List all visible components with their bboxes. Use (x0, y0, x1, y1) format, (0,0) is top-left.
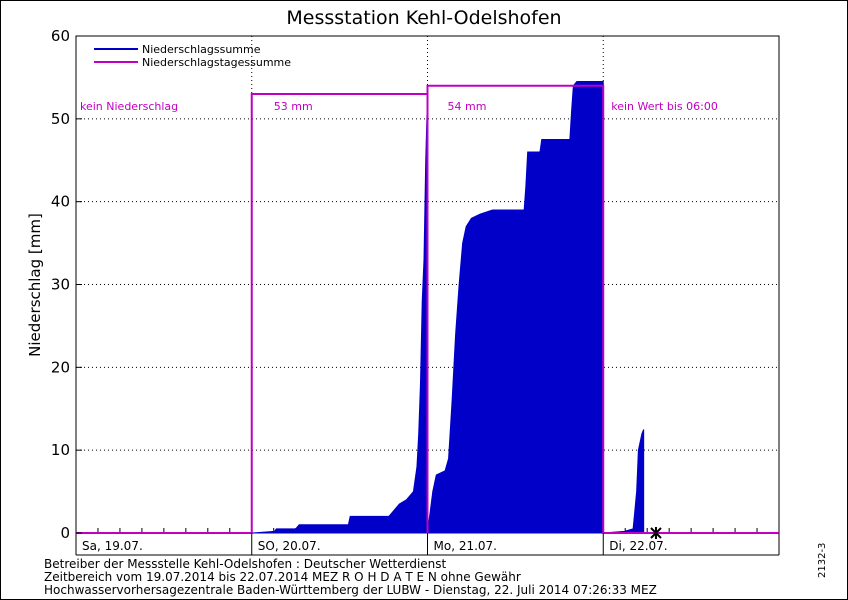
day-label-0: Sa, 19.07. (82, 539, 143, 553)
annotation-day-2: 54 mm (448, 100, 487, 113)
y-tick-label: 20 (51, 358, 70, 376)
footer-time-range: Zeitbereich vom 19.07.2014 bis 22.07.201… (44, 570, 521, 584)
current-time-marker (650, 527, 662, 539)
y-tick-label: 40 (51, 193, 70, 211)
y-axis-ticks: 0 10 20 30 40 50 60 (51, 27, 82, 542)
annotations: kein Niederschlag 53 mm 54 mm kein Wert bis… (80, 100, 718, 113)
y-tick-label: 10 (51, 441, 70, 459)
y-tick-label: 0 (60, 524, 70, 542)
footer-agency: Hochwasservorhersagezentrale Baden-Württ… (44, 583, 657, 597)
plot-area: kein Niederschlag 53 mm 54 mm kein Wert bis… (51, 27, 780, 556)
footer-operator: Betreiber der Messstelle Kehl-Odelshofen… (44, 557, 447, 571)
y-axis-label: Niederschlag [mm] (26, 213, 44, 357)
day-label-2: Mo, 21.07. (434, 539, 498, 553)
legend-label-niederschlagssumme: Niederschlagssumme (142, 43, 261, 56)
chart-title: Messstation Kehl-Odelshofen (286, 7, 561, 29)
annotation-day-1: 53 mm (274, 100, 313, 113)
cumulative-area-day-1 (251, 93, 428, 534)
y-tick-label: 50 (51, 110, 70, 128)
end-marker (650, 527, 662, 539)
cumulative-area-day-3 (603, 429, 645, 534)
annotation-day-0: kein Niederschlag (80, 100, 178, 113)
y-tick-label: 30 (51, 276, 70, 294)
day-label-3: Di, 22.07. (609, 539, 667, 553)
y-tick-label: 60 (51, 27, 70, 45)
station-id: 2132-3 (817, 543, 828, 578)
legend: Niederschlagssumme Niederschlagstagessum… (94, 43, 291, 69)
legend-label-niederschlagstagessumme: Niederschlagstagessumme (142, 56, 291, 69)
annotation-day-3: kein Wert bis 06:00 (611, 100, 718, 113)
day-label-1: SO, 20.07. (258, 539, 321, 553)
day-labels: Sa, 19.07. SO, 20.07. Mo, 21.07. Di, 22.07. (75, 533, 780, 556)
